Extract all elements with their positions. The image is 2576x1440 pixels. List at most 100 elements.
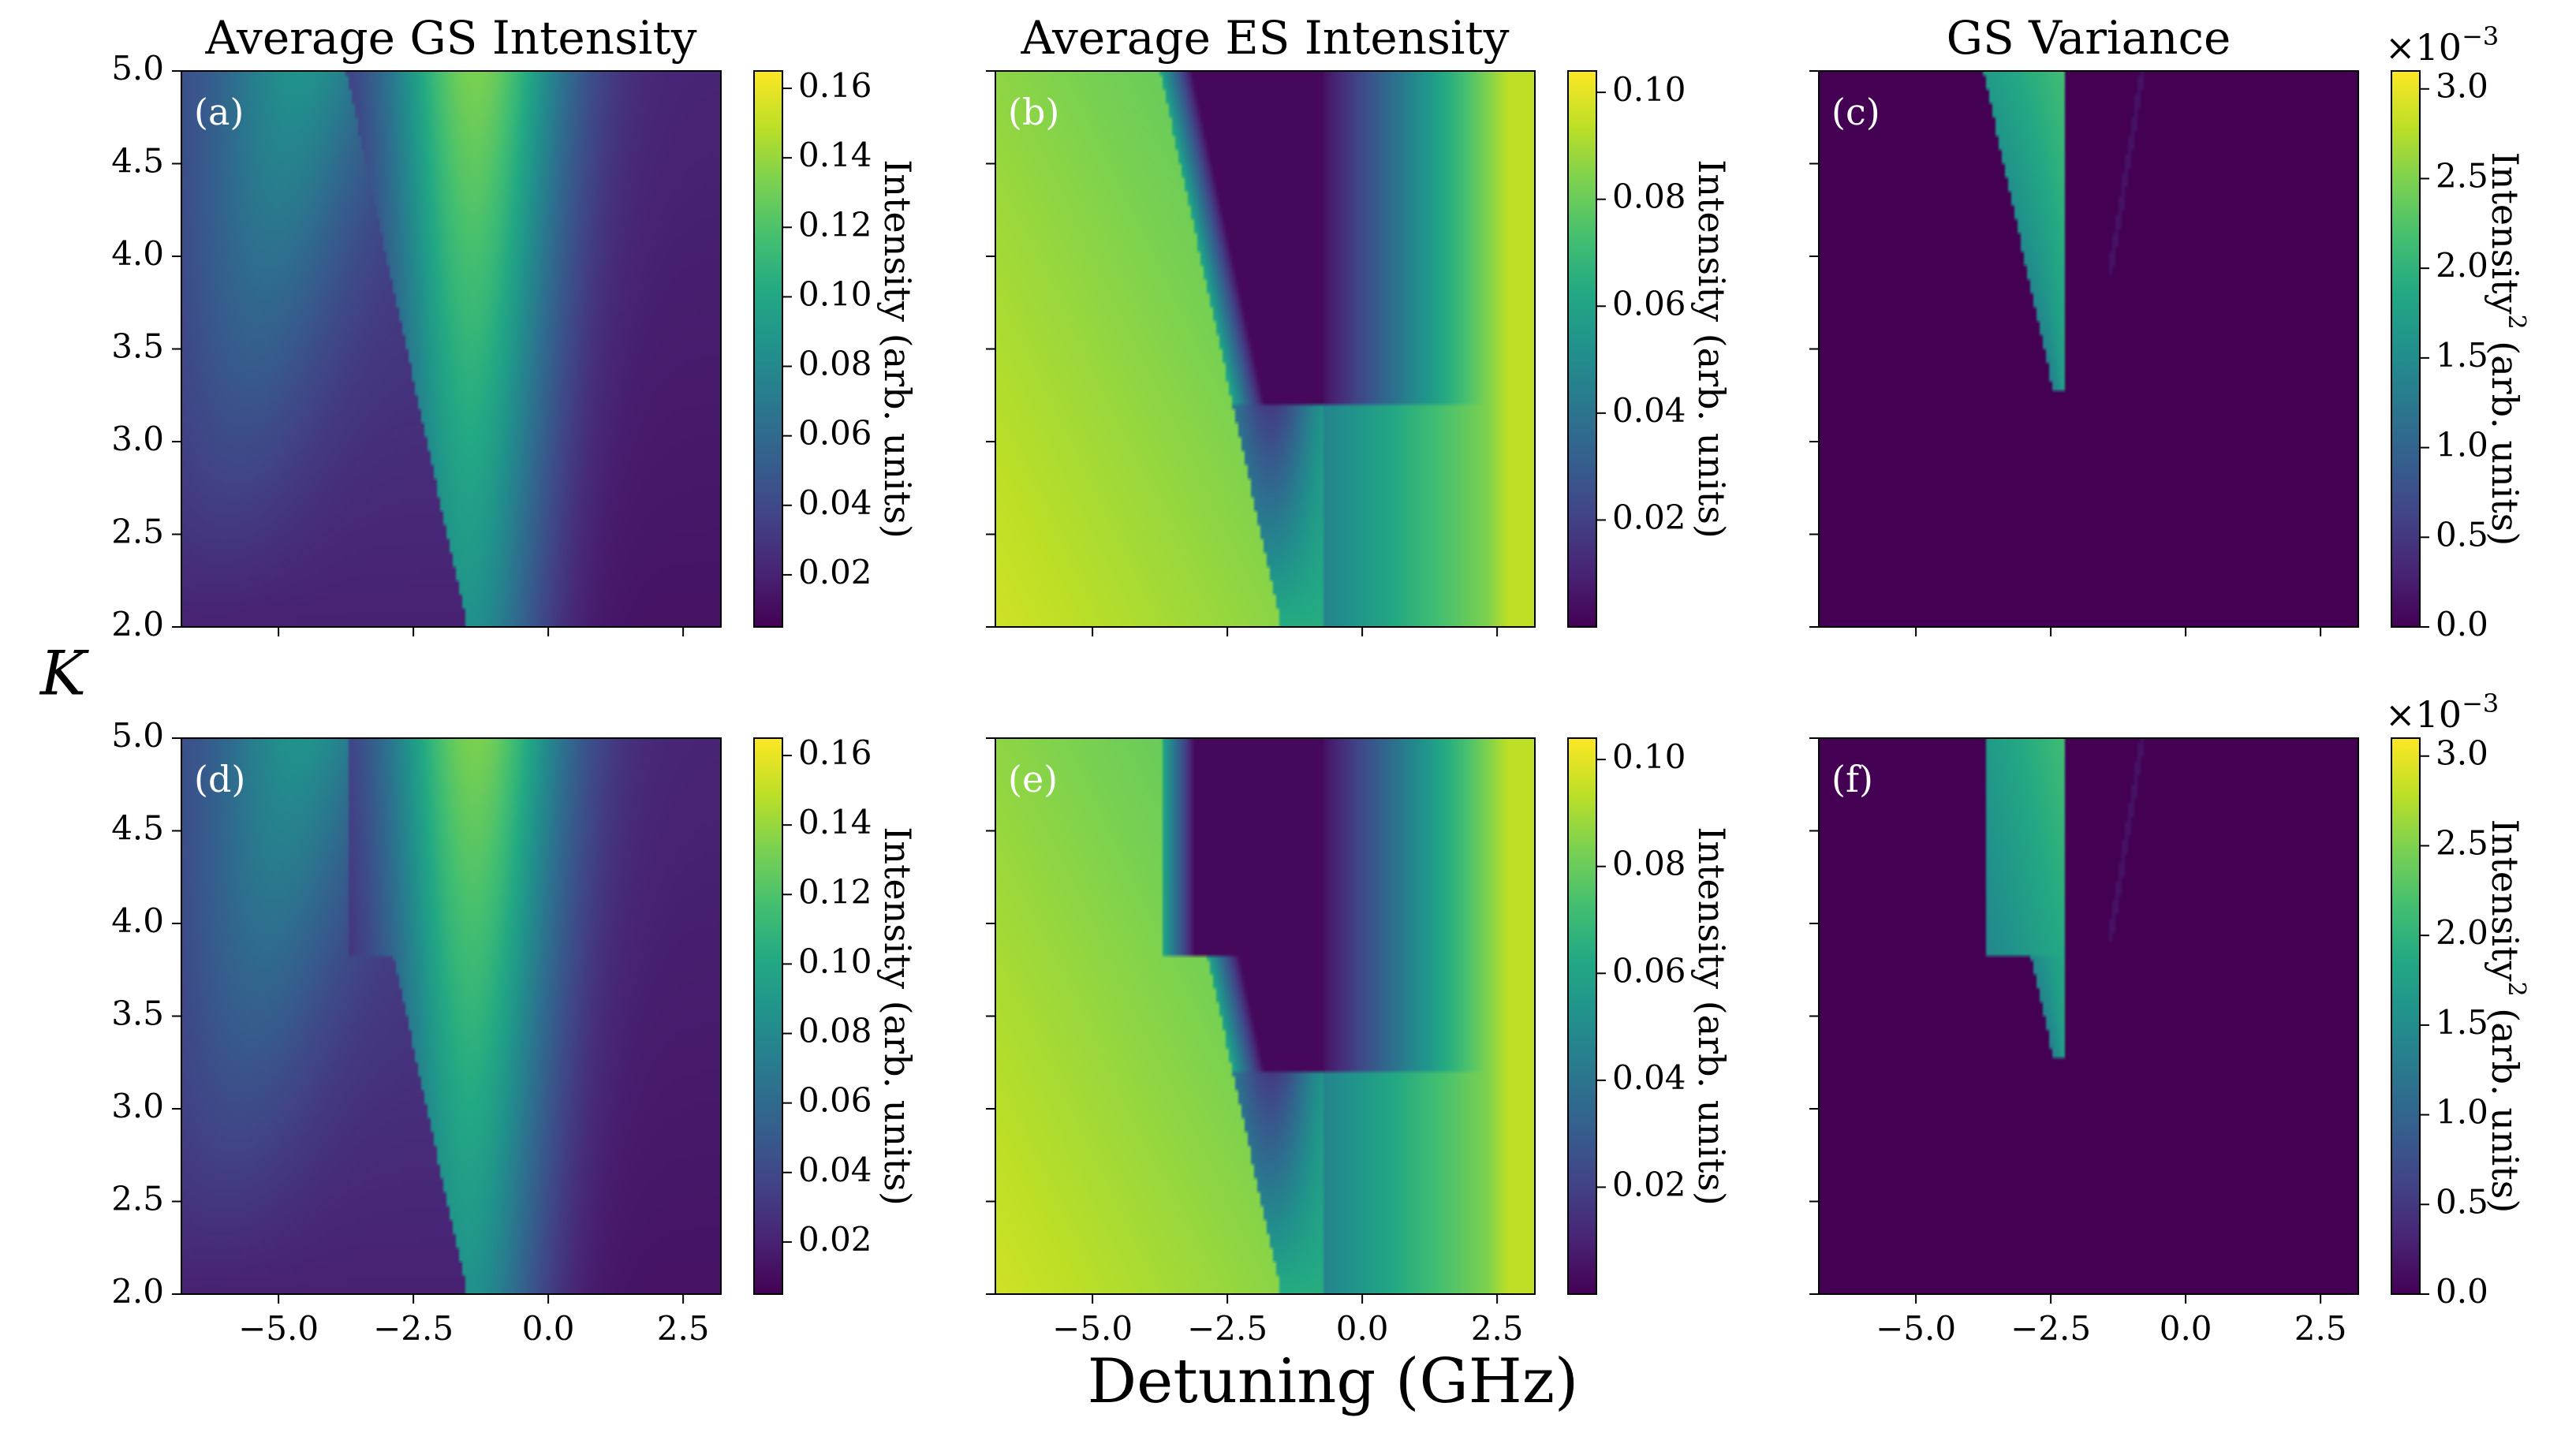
colorbar-tick-label: 0.08 (1612, 845, 1686, 883)
x-tick-label: 2.5 (657, 1309, 710, 1348)
colorbar-tick-label: 0.12 (798, 205, 872, 244)
colorbar-tick-label: 0.06 (798, 1081, 872, 1120)
panel-tag: (e) (1008, 758, 1058, 800)
colorbar-tick-label: 0.10 (798, 274, 872, 313)
colorbar-tick-label: 0.0 (2436, 1272, 2488, 1311)
x-tick-label: −5.0 (1052, 1309, 1133, 1348)
y-tick-label: 3.5 (111, 327, 164, 366)
panel-f: (f) −5.0 −2.5 0.0 2.5 0.0 0.5 1.0 1.5 2.0 2.5 3.0 In… (1809, 688, 2531, 1348)
heatmap-image (995, 71, 1535, 627)
colorbar-tick-label: 2.0 (2436, 913, 2488, 952)
panel-a: (a) 2.0 2.5 3.0 3.5 4.0 4.5 5.0 0.02 0.04 0.06 0.08… (111, 49, 919, 644)
colorbar (1567, 737, 1597, 1295)
colorbar-tick-label: 3.0 (2436, 67, 2488, 106)
colorbar-tick-label: 0.14 (798, 803, 872, 841)
colorbar-tick-label: 0.5 (2436, 515, 2488, 554)
colorbar-tick-label: 0.02 (798, 553, 872, 591)
colorbar-tick-label: 0.02 (1612, 498, 1686, 536)
y-axis-label: K (39, 639, 90, 710)
colorbar-tick-label: 2.5 (2436, 823, 2488, 862)
heatmap-image (181, 738, 721, 1294)
column-title: GS Variance (1947, 11, 2231, 65)
x-tick-label: 0.0 (2160, 1309, 2212, 1348)
x-tick-label: 2.5 (2294, 1309, 2347, 1348)
colorbar-label: Intensity2 (arb. units) (2484, 152, 2531, 547)
colorbar (753, 737, 783, 1295)
heatmap-image (1819, 738, 2358, 1294)
colorbar-tick-label: 1.0 (2436, 1093, 2488, 1132)
colorbar-tick-label: 1.0 (2436, 426, 2488, 464)
y-tick-label: 4.0 (111, 234, 164, 273)
colorbar-tick-label: 0.0 (2436, 605, 2488, 644)
colorbar-tick-label: 0.14 (798, 136, 872, 174)
panel-tag: (d) (194, 758, 245, 800)
x-tick-label: 2.5 (1471, 1309, 1524, 1348)
colorbar-label: Intensity (arb. units) (1690, 826, 1733, 1206)
colorbar-tick-label: 0.10 (798, 942, 872, 980)
x-tick-label: −2.5 (373, 1309, 454, 1348)
colorbar-tick-label: 0.10 (1612, 737, 1686, 776)
x-tick-label: −2.5 (1187, 1309, 1267, 1348)
panel-tag: (f) (1831, 758, 1873, 800)
colorbar-tick-label: 1.5 (2436, 1003, 2488, 1042)
panel-e: (e) −5.0 −2.5 0.0 2.5 0.02 0.04 0.06 0.08 0.10 Int… (986, 737, 1733, 1348)
colorbar-tick-label: 0.08 (798, 1012, 872, 1050)
y-tick-label: 3.0 (111, 420, 164, 458)
panel-b: (b) 0.02 0.04 0.06 0.08 0.10 Intensity (arb. u… (986, 70, 1733, 636)
colorbar-tick-label: 0.08 (798, 345, 872, 383)
y-tick-label: 4.0 (111, 901, 164, 940)
column-title: Average GS Intensity (205, 11, 697, 65)
colorbar-tick-label: 0.5 (2436, 1182, 2488, 1221)
colorbar-tick-label: 2.5 (2436, 156, 2488, 195)
y-tick-label: 5.0 (111, 49, 164, 88)
colorbar (753, 70, 783, 628)
colorbar-label: Intensity (arb. units) (1690, 159, 1733, 539)
panel-tag: (c) (1831, 91, 1880, 133)
colorbar-tick-label: 0.02 (1612, 1165, 1686, 1203)
y-tick-label: 5.0 (111, 716, 164, 755)
y-tick-label: 2.0 (111, 605, 164, 644)
y-tick-label: 3.0 (111, 1087, 164, 1125)
x-axis-label: Detuning (GHz) (1088, 1346, 1579, 1417)
colorbar-scale-factor: ×10−3 (2385, 688, 2499, 736)
colorbar-label: Intensity2 (arb. units) (2484, 819, 2531, 1214)
colorbar-scale-factor: ×10−3 (2385, 21, 2499, 69)
panel-c: (c) 0.0 0.5 1.0 1.5 2.0 2.5 3.0 Intensity2 (arb.… (1809, 21, 2531, 644)
colorbar (2391, 70, 2421, 628)
y-tick-label: 3.5 (111, 994, 164, 1033)
colorbar-tick-label: 0.06 (1612, 951, 1686, 990)
colorbar-tick-label: 0.10 (1612, 70, 1686, 109)
panel-tag: (b) (1008, 91, 1059, 133)
colorbar-tick-label: 3.0 (2436, 734, 2488, 773)
colorbar-label: Intensity (arb. units) (876, 159, 919, 539)
y-tick-label: 2.5 (111, 1180, 164, 1218)
x-tick-label: −5.0 (1876, 1309, 1956, 1348)
colorbar-tick-label: 0.08 (1612, 177, 1686, 216)
heatmap-image (181, 71, 721, 627)
heatmap-image (995, 738, 1535, 1294)
colorbar-tick-label: 0.12 (798, 872, 872, 911)
colorbar (1567, 70, 1597, 628)
heatmap-image (1819, 71, 2358, 627)
colorbar-tick-label: 2.0 (2436, 246, 2488, 285)
y-tick-label: 4.5 (111, 809, 164, 848)
x-tick-label: −5.0 (238, 1309, 319, 1348)
colorbar-tick-label: 0.04 (798, 483, 872, 522)
colorbar-tick-label: 0.04 (1612, 391, 1686, 430)
colorbar-tick-label: 0.16 (798, 66, 872, 105)
x-tick-label: 0.0 (1336, 1309, 1389, 1348)
x-tick-label: −2.5 (2010, 1309, 2091, 1348)
colorbar-tick-label: 0.02 (798, 1220, 872, 1259)
y-tick-label: 4.5 (111, 142, 164, 181)
colorbar (2391, 737, 2421, 1295)
x-tick-label: 0.0 (522, 1309, 575, 1348)
panel-tag: (a) (194, 91, 244, 133)
colorbar-tick-label: 0.06 (1612, 284, 1686, 323)
panels-group: (a) 2.0 2.5 3.0 3.5 4.0 4.5 5.0 0.02 0.04 0.06 0.08… (111, 11, 2530, 1348)
panel-d: (d) 2.0 2.5 3.0 3.5 4.0 4.5 5.0 −5.0 −2.5 0.0 2.5 0.… (111, 716, 919, 1348)
colorbar-tick-label: 1.5 (2436, 336, 2488, 375)
colorbar-tick-label: 0.04 (798, 1151, 872, 1189)
y-tick-label: 2.5 (111, 513, 164, 551)
colorbar-tick-label: 0.04 (1612, 1058, 1686, 1097)
